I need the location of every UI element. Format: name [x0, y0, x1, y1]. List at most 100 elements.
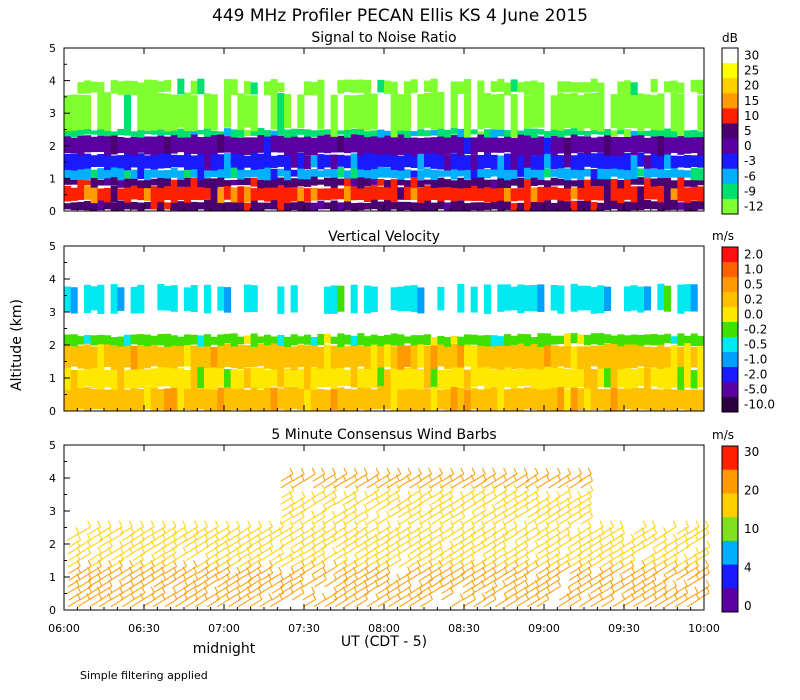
- wind-barb-flag: [546, 490, 550, 498]
- vv-cell: [610, 387, 618, 411]
- snr-cell: [424, 137, 432, 154]
- vv-cell: [264, 334, 272, 346]
- vv-cell: [604, 388, 612, 411]
- snr-cell: [104, 201, 112, 210]
- snr-cell: [224, 91, 232, 128]
- snr-cell: [397, 166, 405, 180]
- vv-cell: [70, 369, 78, 390]
- snr-cell: [270, 93, 278, 130]
- snr-cell: [330, 154, 338, 169]
- vv-cell: [190, 367, 198, 387]
- snr-cell: [430, 178, 438, 188]
- wind-barb: [397, 579, 410, 588]
- snr-cell: [317, 92, 325, 130]
- snr-cell: [457, 153, 465, 171]
- wind-barb: [664, 572, 677, 581]
- snr-cell: [177, 94, 185, 128]
- vv-cell: [337, 367, 345, 387]
- vv-cell: [410, 366, 418, 390]
- snr-cell: [284, 187, 292, 203]
- wind-barb-flag: [641, 560, 646, 567]
- wind-barb-flag: [172, 520, 177, 528]
- wind-barb: [452, 516, 465, 525]
- vv-cell: [550, 366, 558, 388]
- snr-cell: [590, 201, 598, 211]
- wind-barb: [280, 539, 294, 548]
- wind-barb-flag: [396, 573, 401, 580]
- snr-cell: [610, 130, 618, 137]
- vv-cell: [504, 366, 512, 388]
- wind-barb: [290, 579, 304, 588]
- snr-cell: [197, 202, 205, 210]
- wind-barb: [121, 532, 135, 542]
- snr-cell: [177, 155, 185, 168]
- snr-colorbar-swatch: [722, 48, 738, 64]
- wind-barb: [633, 579, 647, 588]
- snr-cell: [570, 155, 578, 170]
- snr-cell: [584, 136, 592, 155]
- wind-barb: [472, 532, 485, 542]
- wind-barb: [366, 572, 380, 581]
- wind-barb: [387, 579, 401, 588]
- wind-barb-flag: [513, 467, 518, 475]
- wind-barb: [153, 526, 166, 535]
- snr-cell: [310, 202, 318, 211]
- wind-barb: [131, 585, 145, 594]
- vv-cell: [184, 344, 192, 367]
- snr-cell: [410, 170, 418, 178]
- snr-cell: [350, 134, 358, 153]
- wind-barb: [494, 598, 508, 608]
- wind-barb-flag: [620, 579, 625, 587]
- snr-cell: [497, 137, 505, 153]
- wind-barb: [483, 473, 496, 482]
- wind-barb: [558, 516, 572, 525]
- wind-barb: [399, 592, 412, 601]
- snr-cell: [484, 169, 492, 179]
- snr-cell: [384, 180, 392, 188]
- vv-cell: [397, 388, 405, 411]
- wind-barb: [334, 516, 347, 525]
- snr-cell: [544, 186, 552, 201]
- wind-barb: [654, 539, 667, 548]
- wind-barb-flag: [386, 510, 390, 518]
- snr-cell: [237, 135, 245, 155]
- vv-cell: [437, 344, 445, 367]
- wind-barb: [376, 565, 390, 575]
- wind-barb: [99, 579, 113, 588]
- wind-barb: [67, 598, 81, 608]
- snr-cell: [157, 93, 165, 130]
- snr-cell: [210, 167, 218, 178]
- snr-cell: [290, 202, 298, 211]
- wind-barb-flag: [130, 593, 135, 600]
- wind-barb: [537, 565, 551, 575]
- snr-cell: [164, 202, 172, 210]
- wind-barb-flag: [225, 520, 230, 528]
- wind-barb-flag: [364, 510, 369, 518]
- wind-barb: [525, 480, 539, 489]
- wind-barb: [271, 585, 284, 594]
- snr-cell: [290, 135, 298, 155]
- wind-barb: [174, 592, 188, 601]
- snr-cell: [464, 167, 472, 180]
- wind-barb: [314, 579, 327, 588]
- snr-cell: [390, 92, 398, 131]
- wind-barb: [526, 598, 540, 608]
- snr-cell: [230, 152, 238, 168]
- wind-barb: [589, 539, 602, 548]
- vv-cell: [284, 343, 292, 368]
- wind-barb-flag: [663, 573, 668, 580]
- vv-cell: [350, 389, 358, 411]
- wind-barb: [366, 559, 379, 568]
- snr-cell: [177, 136, 185, 153]
- snr-cell: [504, 130, 512, 137]
- vv-cell: [464, 343, 472, 367]
- wind-barb: [269, 532, 283, 542]
- snr-cell: [70, 153, 78, 171]
- wind-barb-flag: [397, 533, 401, 541]
- snr-cell: [224, 153, 232, 170]
- snr-cell: [317, 200, 325, 210]
- vv-cell: [310, 337, 318, 346]
- wind-barb: [388, 559, 401, 568]
- wind-barb: [141, 532, 155, 542]
- wind-barb: [88, 579, 101, 588]
